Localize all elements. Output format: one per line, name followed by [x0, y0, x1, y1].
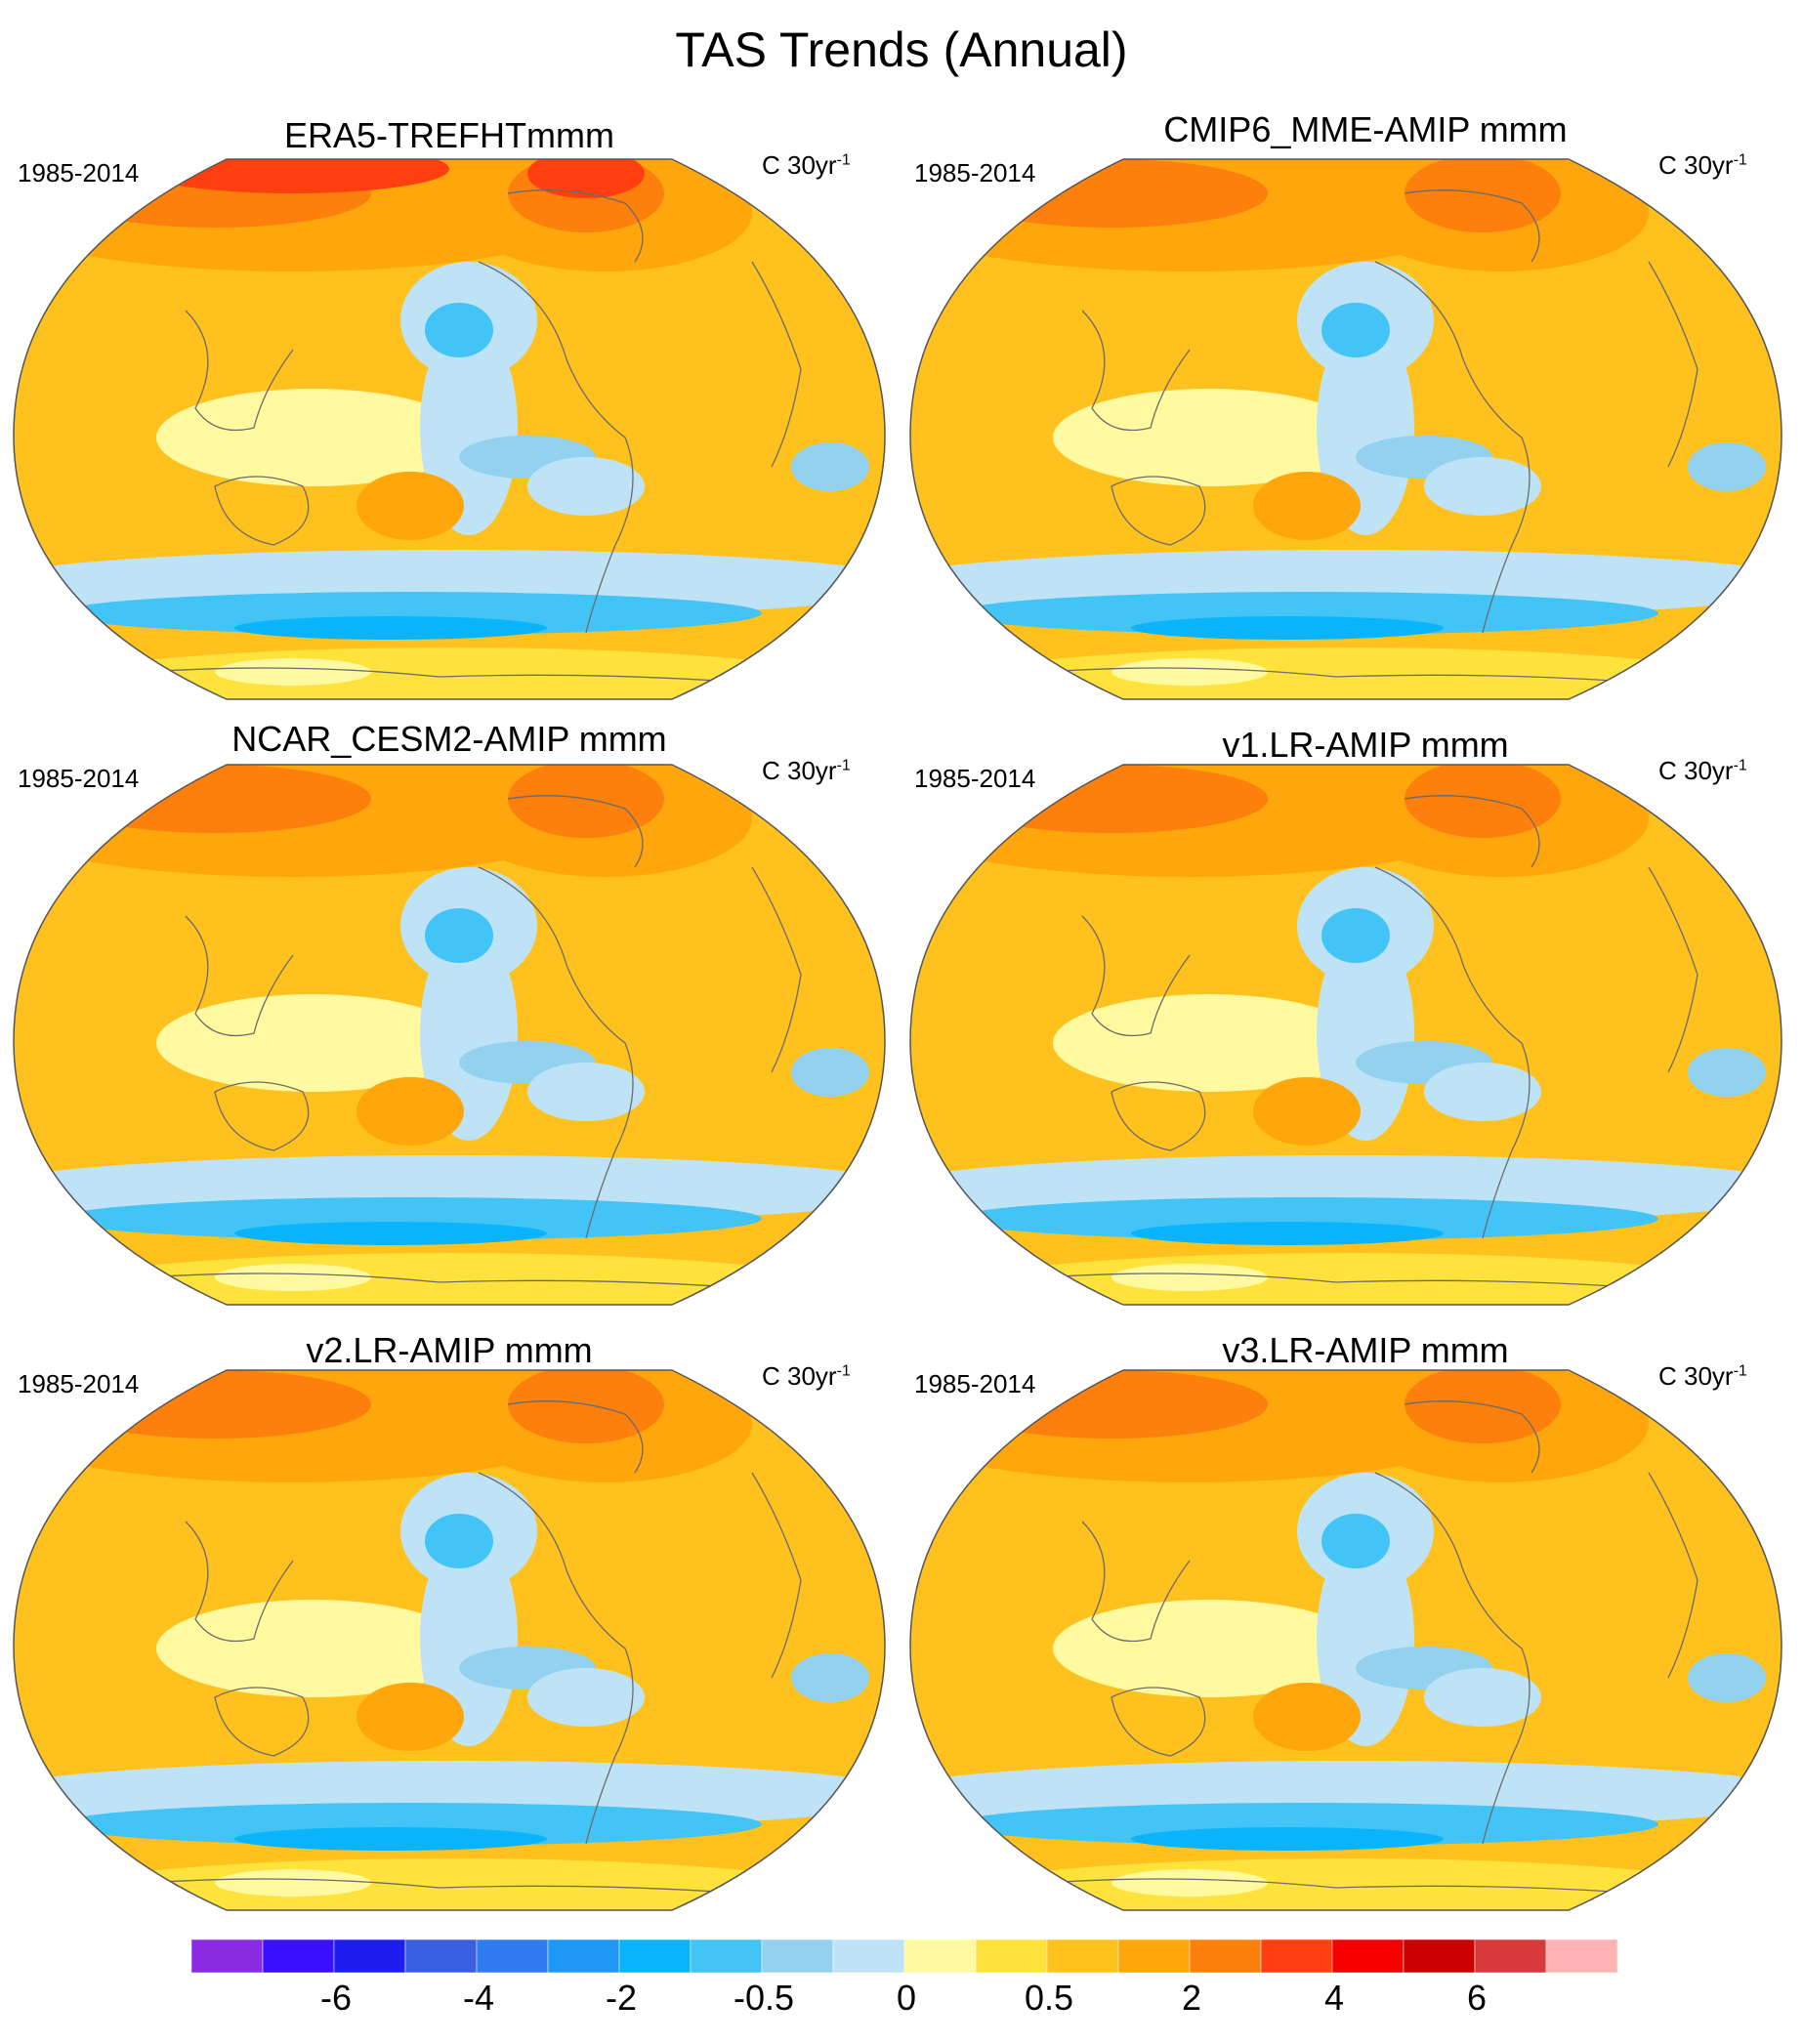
colorbar-tick-label: -4	[462, 1978, 494, 2018]
map-panel: v2.LR-AMIP mmm 1985-2014 C 30yr-1	[0, 1326, 899, 1912]
colorbar-tick-label: 4	[1323, 1978, 1345, 2018]
colorbar-swatch	[262, 1939, 335, 1974]
panel-title: CMIP6_MME-AMIP mmm	[1163, 109, 1568, 149]
colorbar-swatch	[1260, 1939, 1333, 1974]
colorbar-tick-label: 0.5	[1024, 1978, 1074, 2018]
map-panel: ERA5-TREFHTmmm 1985-2014 C 30yr-1	[0, 115, 899, 701]
colorbar-tick-label: 0	[896, 1978, 917, 2018]
colorbar-swatch	[903, 1939, 977, 1974]
colorbar-swatch	[1474, 1939, 1547, 1974]
period-label: 1985-2014	[914, 1369, 1036, 1398]
panel-title: ERA5-TREFHTmmm	[284, 115, 614, 155]
colorbar-tick-label: -0.5	[733, 1978, 795, 2018]
units-label: C 30yr-1	[762, 1361, 851, 1391]
panel-title: v3.LR-AMIP mmm	[1222, 1330, 1509, 1370]
units-label: C 30yr-1	[1658, 1361, 1747, 1391]
colorbar-swatch	[1403, 1939, 1476, 1974]
world-map	[909, 158, 1782, 700]
colorbar-swatch	[190, 1939, 264, 1974]
colorbar-tick-label: 6	[1466, 1978, 1488, 2018]
colorbar-swatch	[1545, 1939, 1618, 1974]
colorbar-swatch	[761, 1939, 834, 1974]
colorbar-tick-label: 2	[1181, 1978, 1202, 2018]
units-label: C 30yr-1	[1658, 150, 1747, 180]
colorbar-swatch	[333, 1939, 406, 1974]
colorbar-swatch	[1331, 1939, 1405, 1974]
units-label: C 30yr-1	[762, 756, 851, 785]
figure-title: TAS Trends (Annual)	[675, 22, 1128, 77]
colorbar-swatch	[404, 1939, 478, 1974]
period-label: 1985-2014	[914, 764, 1036, 793]
period-label: 1985-2014	[18, 158, 140, 188]
colorbar-swatch	[1046, 1939, 1119, 1974]
period-label: 1985-2014	[914, 158, 1036, 188]
world-map	[909, 1369, 1782, 1911]
colorbar-swatch	[975, 1939, 1048, 1974]
world-map	[13, 764, 886, 1306]
world-map	[13, 158, 886, 700]
map-panel: v3.LR-AMIP mmm 1985-2014 C 30yr-1	[897, 1326, 1795, 1912]
units-label: C 30yr-1	[762, 150, 851, 180]
map-panel: CMIP6_MME-AMIP mmm 1985-2014 C 30yr-1	[897, 109, 1795, 701]
units-label: C 30yr-1	[1658, 756, 1747, 785]
panel-title: NCAR_CESM2-AMIP mmm	[231, 719, 667, 759]
panel-title: v1.LR-AMIP mmm	[1222, 725, 1509, 765]
colorbar-swatch	[618, 1939, 692, 1974]
colorbar-tick-label: -6	[319, 1978, 352, 2018]
map-panel: v1.LR-AMIP mmm 1985-2014 C 30yr-1	[897, 721, 1795, 1307]
panel-title: v2.LR-AMIP mmm	[306, 1330, 593, 1370]
world-map	[13, 1369, 886, 1911]
colorbar-swatch	[476, 1939, 549, 1974]
world-map	[909, 764, 1782, 1306]
map-panel: NCAR_CESM2-AMIP mmm 1985-2014 C 30yr-1	[0, 719, 899, 1307]
colorbar-swatch	[1189, 1939, 1262, 1974]
period-label: 1985-2014	[18, 1369, 140, 1398]
colorbar-swatch	[832, 1939, 905, 1974]
colorbar-swatch	[547, 1939, 620, 1974]
period-label: 1985-2014	[18, 764, 140, 793]
colorbar-swatch	[690, 1939, 763, 1974]
colorbar-swatch	[1117, 1939, 1191, 1974]
colorbar-tick-label: -2	[605, 1978, 637, 2018]
